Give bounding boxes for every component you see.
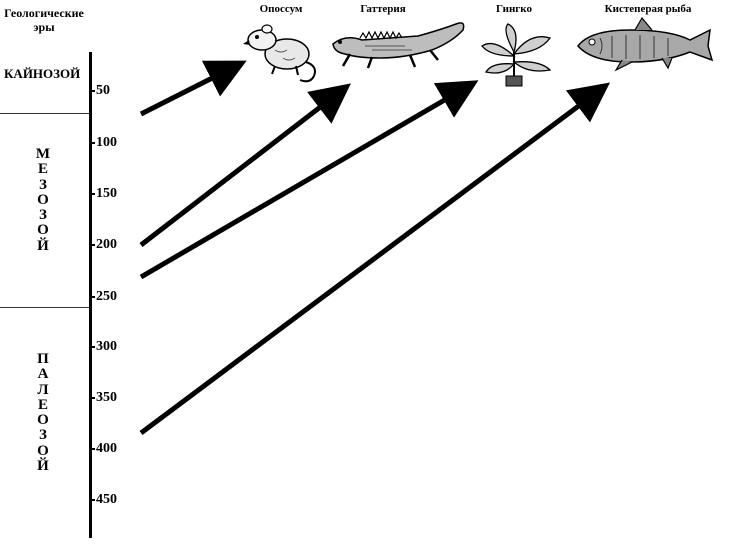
era-letter: З <box>39 427 47 444</box>
ginkgo-icon <box>481 23 552 87</box>
arrow-ginkgo <box>139 80 479 280</box>
era-separator-mesozoic-paleozoic <box>0 307 90 308</box>
tick-label: 50 <box>96 83 110 98</box>
arrow-coelacanth <box>139 82 611 436</box>
era-letter: О <box>37 191 49 208</box>
era-letter: Е <box>37 396 48 413</box>
era-letter: О <box>37 222 49 239</box>
tick-label: 300 <box>96 339 117 354</box>
era-letter: Й <box>37 458 49 475</box>
organism-title-ginkgo: Гингко <box>496 3 532 15</box>
arrow-tuatara <box>139 83 351 247</box>
era-letter: О <box>37 412 49 429</box>
tick-label: 450 <box>96 492 117 507</box>
tick-label: 200 <box>96 237 117 252</box>
organism-title-coelacanth: Кистеперая рыба <box>604 3 692 15</box>
tick-label: 150 <box>96 186 117 201</box>
tick-label: 100 <box>96 135 117 150</box>
era-letter: Е <box>37 161 48 178</box>
era-label-cenozoic: КАЙНОЗОЙ <box>4 66 81 81</box>
organism-title-tuatara: Гаттерия <box>360 3 406 15</box>
era-label-mesozoic: М Е З О З О Й <box>32 146 54 254</box>
era-letter: М <box>35 146 51 162</box>
axis-header-line1: Геологические <box>4 6 84 20</box>
tuatara-icon <box>332 22 465 69</box>
axis-ticks <box>89 90 95 501</box>
era-letter: А <box>37 366 49 383</box>
coelacanth-fish-icon <box>577 16 714 72</box>
organism-title-opossum: Опоссум <box>259 3 303 15</box>
tick-label: 350 <box>96 390 117 405</box>
tick-label: 250 <box>96 289 117 304</box>
axis-header-line2: эры <box>33 20 55 34</box>
axis-header: Геологические эры <box>2 6 86 34</box>
era-letter: З <box>39 176 47 193</box>
era-letter: О <box>37 442 49 459</box>
era-separator-cenozoic-mesozoic <box>0 113 90 114</box>
era-label-paleozoic: П А Л Е О З О Й <box>32 351 54 475</box>
opossum-icon <box>243 24 316 83</box>
era-letter: Л <box>37 381 49 398</box>
era-letter: Й <box>37 237 49 254</box>
arrow-opossum <box>139 60 247 117</box>
era-letter: З <box>39 207 47 224</box>
tick-label: 400 <box>96 441 117 456</box>
time-axis <box>89 52 92 538</box>
era-letter: П <box>37 351 49 367</box>
